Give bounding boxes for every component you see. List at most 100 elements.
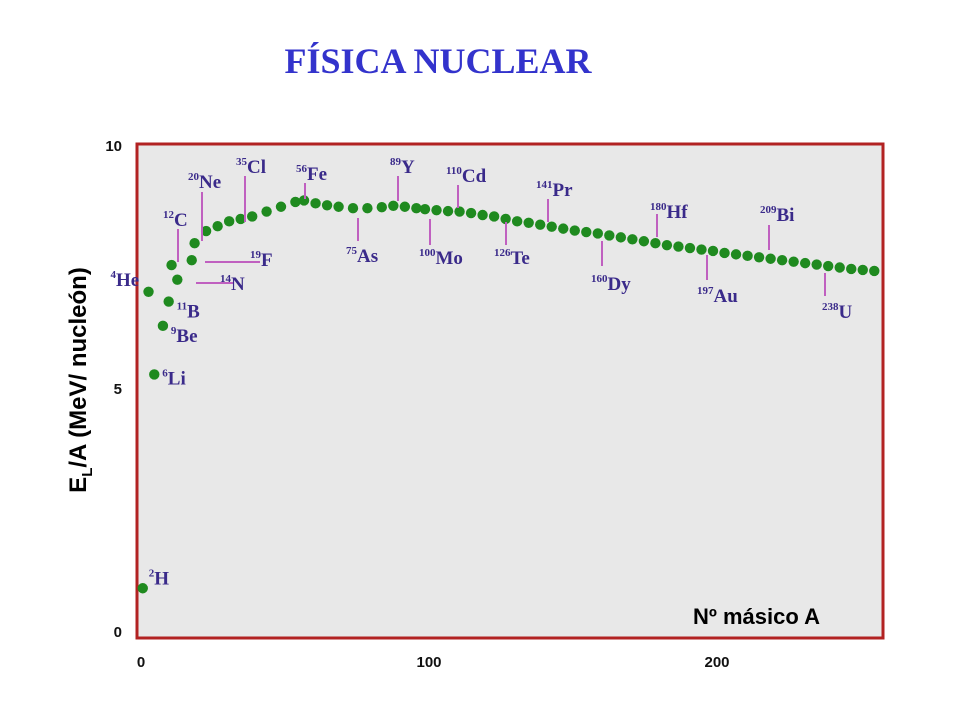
data-point: [419, 203, 431, 215]
data-points: [137, 195, 880, 594]
data-point: [776, 255, 788, 266]
isotope-label-cd: 110Cd: [446, 165, 487, 187]
isotope-label-ne: 20Ne: [188, 171, 221, 193]
isotope-label-cl: 35Cl: [236, 156, 266, 178]
data-point: [753, 252, 765, 263]
y-axis-label: EL/A (MeV/ nucleón): [65, 267, 96, 493]
annotation-leaders: [177, 176, 826, 296]
data-point: [454, 206, 465, 217]
data-point: [615, 232, 627, 243]
data-point: [388, 200, 399, 211]
y-axis-ticks: 0 5 10: [105, 138, 122, 641]
data-point: [869, 265, 880, 277]
slide-title: FÍSICA NUCLEAR: [284, 41, 592, 81]
isotope-label-n: 14N: [220, 273, 245, 295]
data-point: [347, 203, 359, 214]
data-point: [823, 260, 834, 272]
data-point: [604, 230, 615, 241]
data-point: [290, 196, 301, 208]
data-point: [500, 213, 511, 225]
y-tick-label: 5: [114, 381, 122, 398]
data-point: [166, 259, 177, 271]
data-point: [730, 249, 742, 260]
data-point: [411, 203, 422, 214]
data-point: [569, 225, 580, 236]
isotope-label-as: 75As: [346, 245, 378, 267]
data-point: [765, 253, 776, 264]
data-point: [546, 221, 557, 232]
data-point: [186, 255, 197, 266]
data-point: [465, 207, 477, 219]
data-point: [212, 220, 223, 232]
data-point: [247, 211, 258, 222]
data-point: [488, 211, 500, 222]
data-point: [811, 259, 822, 270]
data-point: [298, 195, 310, 206]
isotope-label-y: 89Y: [390, 156, 415, 178]
data-point: [310, 198, 321, 209]
isotope-label-c: 12C: [163, 209, 188, 231]
data-point: [638, 236, 650, 247]
data-point: [333, 201, 344, 212]
data-point: [684, 242, 696, 254]
data-point: [834, 262, 845, 273]
data-point: [857, 264, 868, 276]
isotope-label-fe: 56Fe: [296, 163, 327, 185]
data-point: [235, 213, 246, 225]
data-point: [200, 225, 212, 237]
data-point: [261, 206, 272, 217]
data-point: [592, 228, 603, 239]
data-point: [673, 241, 684, 252]
data-point: [581, 226, 592, 238]
x-axis-ticks: 0 100 200: [137, 654, 730, 671]
isotope-label-hf: 180Hf: [650, 201, 688, 223]
data-point: [788, 256, 799, 267]
data-point: [321, 200, 333, 211]
isotope-label-mo: 100Mo: [419, 247, 463, 269]
data-point: [172, 274, 183, 285]
isotope-label-te: 126Te: [494, 247, 530, 269]
isotope-label-pr: 141Pr: [536, 179, 573, 201]
data-point: [558, 223, 569, 234]
isotope-label-be: 9Be: [171, 325, 198, 347]
data-point: [523, 217, 534, 228]
data-point: [742, 250, 753, 262]
isotope-label-li: 6Li: [162, 367, 185, 389]
plot-area: [135, 142, 885, 640]
isotope-label-f: 19F: [250, 249, 273, 271]
data-point: [399, 201, 411, 212]
data-point: [189, 238, 200, 249]
data-point: [362, 203, 373, 214]
data-point: [157, 320, 169, 332]
isotope-label-b: 11B: [177, 301, 200, 323]
isotope-label-dy: 160Dy: [591, 273, 631, 295]
y-tick-label: 0: [114, 624, 122, 641]
data-point: [511, 216, 523, 227]
isotope-label-au: 197Au: [697, 285, 738, 307]
data-point: [799, 257, 811, 269]
y-tick-label: 10: [105, 138, 122, 155]
data-point: [661, 239, 673, 251]
isotope-label-h: 2H: [149, 567, 170, 589]
data-point: [163, 296, 174, 307]
data-point: [137, 583, 148, 594]
isotope-label-bi: 209Bi: [760, 204, 794, 226]
data-point: [535, 219, 546, 230]
data-point: [719, 247, 730, 259]
data-point: [650, 238, 661, 249]
data-point: [431, 204, 442, 216]
data-point: [696, 244, 707, 255]
data-point: [442, 205, 454, 217]
x-tick-label: 200: [704, 654, 729, 671]
data-point: [223, 216, 235, 227]
isotope-label-he: 4He: [111, 269, 140, 291]
data-point: [846, 263, 857, 275]
data-point: [275, 201, 287, 212]
x-tick-label: 0: [137, 654, 145, 671]
data-point: [707, 245, 719, 257]
data-point: [149, 369, 160, 380]
x-axis-label: Nº másico A: [693, 604, 820, 629]
data-point: [477, 209, 488, 221]
